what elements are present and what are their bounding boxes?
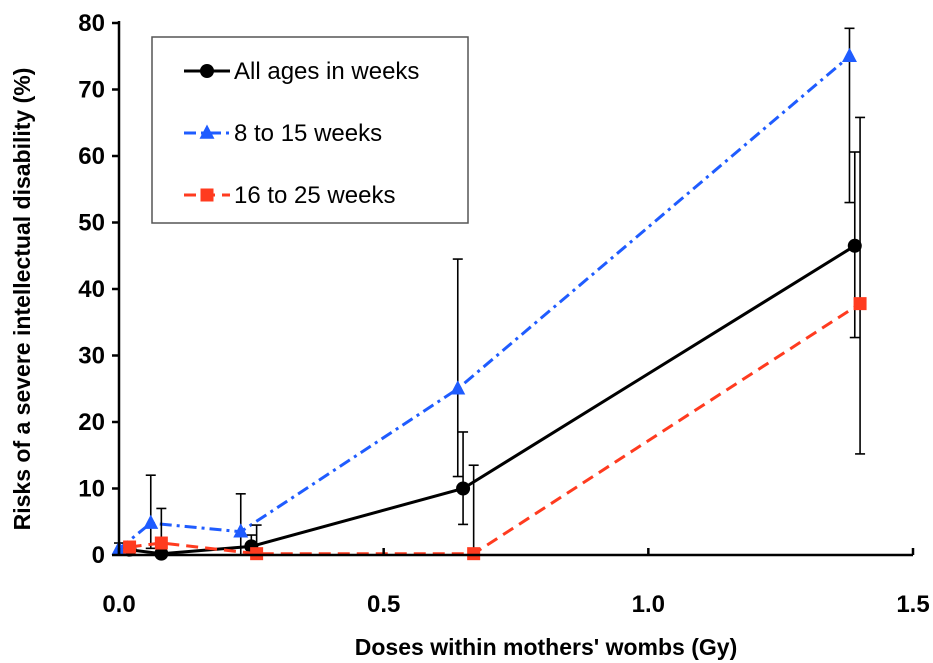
data-point — [233, 523, 249, 538]
data-point — [842, 47, 857, 62]
y-tick-label: 40 — [78, 276, 105, 303]
data-point — [467, 547, 481, 561]
y-tick-label: 50 — [78, 210, 105, 237]
data-point — [250, 547, 264, 561]
legend-marker — [200, 64, 214, 78]
axes: 0 10 20 30 40 50 60 70 80 0.0 0.5 1.0 1.5 — [78, 10, 929, 618]
y-tick-label: 0 — [92, 542, 105, 569]
y-tick-label: 20 — [78, 409, 105, 436]
x-axis-title: Doses within mothers' wombs (Gy) — [355, 634, 737, 660]
series-1 — [111, 27, 857, 556]
legend-label: All ages in weeks — [234, 58, 419, 85]
y-tick-label: 80 — [78, 10, 105, 37]
x-tick-label: 0.5 — [367, 591, 400, 618]
y-tick-label: 30 — [78, 343, 105, 370]
plot-area — [111, 27, 867, 561]
series-line — [129, 244, 856, 556]
y-tick-label: 10 — [78, 476, 105, 503]
data-point — [456, 481, 471, 496]
y-axis-title: Risks of a severe intellectual disabilit… — [9, 68, 35, 531]
data-point — [123, 540, 137, 554]
legend-item-2: 16 to 25 weeks — [184, 182, 395, 209]
data-point — [450, 380, 466, 395]
legend-label: 16 to 25 weeks — [234, 182, 395, 209]
series-line — [129, 302, 861, 556]
data-point — [853, 297, 867, 311]
legend-item-1: 8 to 15 weeks — [184, 120, 382, 147]
series-2 — [123, 116, 867, 561]
legend-marker — [199, 124, 215, 139]
y-tick-label: 70 — [78, 77, 105, 104]
data-point — [847, 238, 862, 253]
data-point — [154, 536, 168, 550]
legend-marker — [200, 188, 214, 202]
data-point — [143, 514, 159, 529]
y-tick-label: 60 — [78, 143, 105, 170]
legend-item-0: All ages in weeks — [184, 58, 419, 85]
x-tick-label: 1.0 — [632, 591, 665, 618]
x-tick-label: 1.5 — [896, 591, 929, 618]
legend: All ages in weeks 8 to 15 weeks 16 to 25 w… — [151, 36, 469, 224]
x-tick-label: 0.0 — [102, 591, 135, 618]
legend-label: 8 to 15 weeks — [234, 120, 382, 147]
